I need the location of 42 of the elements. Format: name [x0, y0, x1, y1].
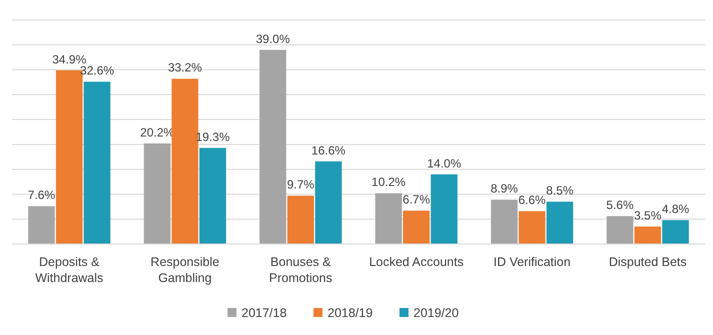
bar — [260, 50, 286, 244]
data-label: 32.6% — [80, 64, 114, 78]
x-tick-label: Bonuses & Promotions — [269, 255, 332, 285]
bar — [606, 216, 634, 244]
data-label: 9.7% — [286, 178, 315, 192]
x-tick-label: Deposits & Withdrawals — [35, 255, 104, 285]
bar — [375, 193, 402, 244]
data-label: 6.7% — [402, 192, 430, 207]
bar — [28, 206, 55, 244]
bar — [144, 143, 171, 244]
data-label: 5.6% — [606, 198, 634, 212]
data-label: 14.0% — [427, 156, 462, 170]
bar — [403, 210, 430, 244]
bar — [315, 161, 342, 244]
bar — [518, 211, 546, 244]
legend-label: 2018/19 — [328, 306, 373, 320]
data-label: 8.9% — [490, 182, 518, 196]
x-tick-label: Responsible Gambling — [150, 255, 220, 285]
x-tick-label: Disputed Bets — [608, 255, 687, 269]
data-label: 34.9% — [52, 52, 87, 66]
bar — [430, 174, 458, 244]
x-tick-label: Locked Accounts — [369, 255, 464, 269]
data-label: 6.6% — [518, 193, 546, 208]
bar — [199, 148, 226, 244]
legend-label: 2019/20 — [414, 306, 459, 320]
data-label: 3.5% — [634, 208, 662, 223]
data-label: 33.2% — [168, 60, 202, 75]
data-label: 16.6% — [311, 143, 346, 158]
bar — [634, 226, 662, 244]
bar — [546, 202, 574, 244]
x-tick-label: ID Verification — [493, 255, 571, 269]
bar — [287, 196, 314, 244]
data-label: 4.8% — [662, 202, 690, 216]
bar — [490, 200, 518, 244]
data-label: 7.6% — [28, 188, 56, 202]
bar — [662, 220, 689, 244]
bar — [172, 78, 198, 244]
data-label: 39.0% — [256, 32, 290, 46]
data-label: 8.5% — [546, 184, 574, 198]
data-label: 10.2% — [372, 175, 406, 190]
bar — [84, 82, 110, 244]
legend-label: 2017/18 — [242, 306, 287, 320]
